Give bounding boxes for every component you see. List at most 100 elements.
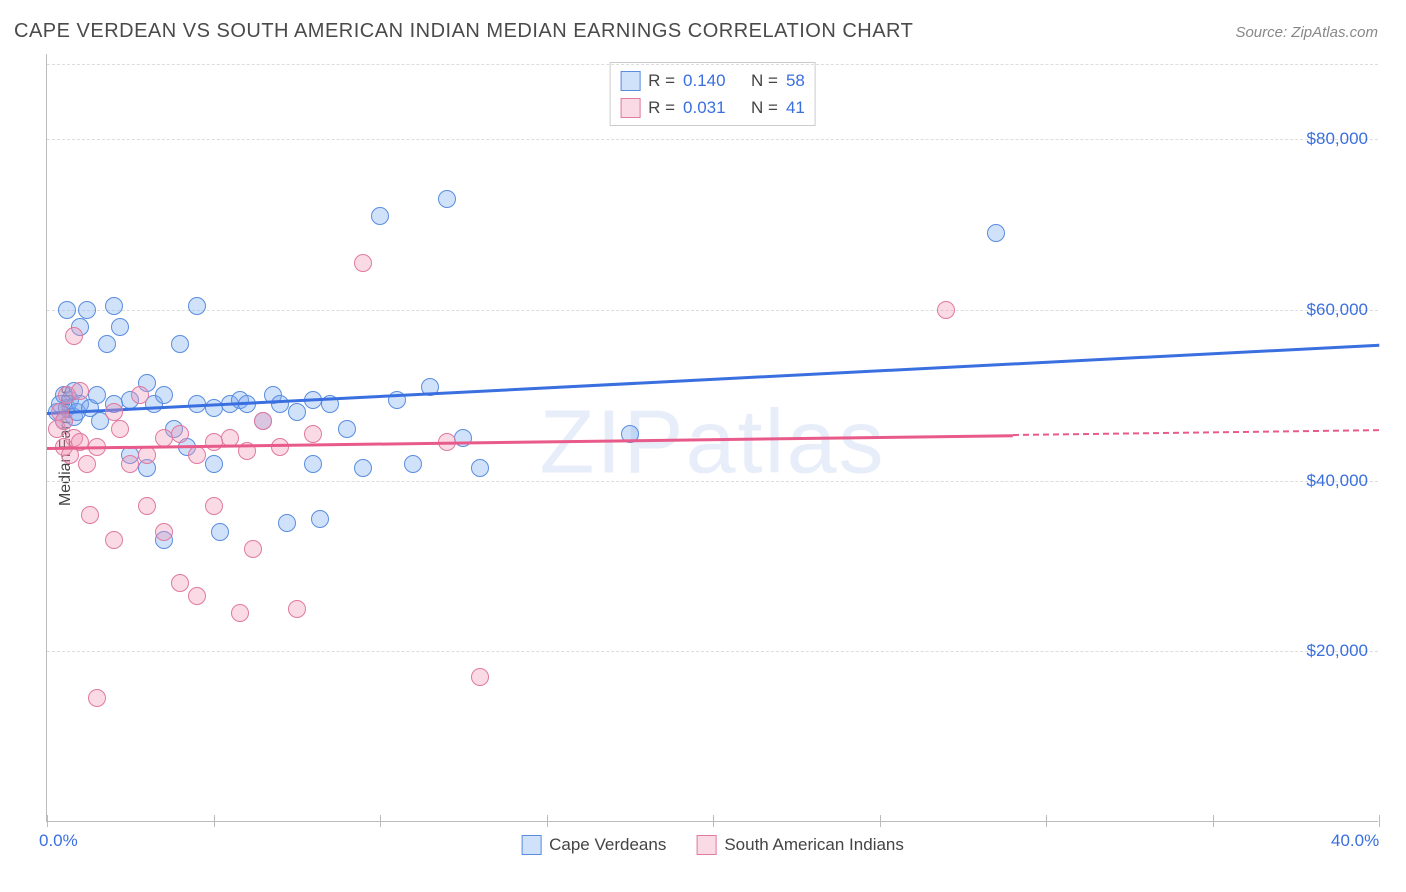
data-point (288, 403, 306, 421)
legend-swatch (620, 71, 640, 91)
data-point (111, 420, 129, 438)
data-point (78, 455, 96, 473)
data-point (205, 455, 223, 473)
x-tick-label: 0.0% (39, 831, 78, 851)
data-point (78, 301, 96, 319)
legend-series-label: Cape Verdeans (549, 835, 666, 855)
legend-row: R = 0.140 N = 58 (620, 67, 805, 94)
x-tick (47, 815, 48, 827)
data-point (105, 297, 123, 315)
data-point (188, 297, 206, 315)
x-tick (380, 815, 381, 827)
data-point (98, 335, 116, 353)
data-point (311, 510, 329, 528)
x-tick (713, 815, 714, 827)
data-point (155, 429, 173, 447)
data-point (105, 531, 123, 549)
data-point (111, 318, 129, 336)
data-point (55, 412, 73, 430)
gridline (47, 64, 1378, 65)
x-tick (1379, 815, 1380, 827)
data-point (471, 459, 489, 477)
plot-area: ZIPatlas R = 0.140 N = 58R = 0.031 N = 4… (46, 54, 1378, 822)
data-point (58, 301, 76, 319)
data-point (471, 668, 489, 686)
data-point (271, 438, 289, 456)
x-tick (547, 815, 548, 827)
data-point (71, 382, 89, 400)
legend-n-value: 41 (786, 94, 805, 121)
x-tick-label: 40.0% (1331, 831, 1379, 851)
legend-r-value: 0.031 (683, 94, 726, 121)
gridline (47, 139, 1378, 140)
data-point (231, 604, 249, 622)
correlation-legend: R = 0.140 N = 58R = 0.031 N = 41 (609, 62, 816, 126)
legend-r-label: R = (648, 67, 675, 94)
data-point (188, 446, 206, 464)
chart-title: CAPE VERDEAN VS SOUTH AMERICAN INDIAN ME… (14, 20, 913, 43)
data-point (121, 455, 139, 473)
data-point (354, 459, 372, 477)
y-tick-label: $40,000 (1307, 471, 1368, 491)
data-point (371, 207, 389, 225)
data-point (188, 587, 206, 605)
legend-n-label: N = (751, 67, 778, 94)
y-tick-label: $80,000 (1307, 129, 1368, 149)
data-point (205, 399, 223, 417)
data-point (937, 301, 955, 319)
x-tick (1213, 815, 1214, 827)
legend-item: Cape Verdeans (521, 835, 666, 855)
data-point (454, 429, 472, 447)
data-point (304, 455, 322, 473)
data-point (171, 574, 189, 592)
data-point (271, 395, 289, 413)
y-tick-label: $60,000 (1307, 300, 1368, 320)
series-legend: Cape Verdeans South American Indians (521, 835, 904, 855)
data-point (155, 523, 173, 541)
data-point (81, 506, 99, 524)
legend-item: South American Indians (696, 835, 904, 855)
data-point (987, 224, 1005, 242)
data-point (205, 433, 223, 451)
data-point (205, 497, 223, 515)
data-point (171, 335, 189, 353)
data-point (354, 254, 372, 272)
gridline (47, 310, 1378, 311)
data-point (244, 540, 262, 558)
watermark: ZIPatlas (539, 391, 885, 494)
gridline (47, 481, 1378, 482)
legend-n-label: N = (751, 94, 778, 121)
y-tick-label: $20,000 (1307, 641, 1368, 661)
legend-swatch (696, 835, 716, 855)
x-tick (880, 815, 881, 827)
legend-series-label: South American Indians (724, 835, 904, 855)
data-point (88, 386, 106, 404)
data-point (278, 514, 296, 532)
trend-line-extrapolated (1013, 429, 1379, 436)
data-point (155, 386, 173, 404)
data-point (304, 425, 322, 443)
chart-container: CAPE VERDEAN VS SOUTH AMERICAN INDIAN ME… (0, 0, 1406, 892)
legend-n-value: 58 (786, 67, 805, 94)
legend-row: R = 0.031 N = 41 (620, 94, 805, 121)
data-point (138, 497, 156, 515)
data-point (254, 412, 272, 430)
data-point (404, 455, 422, 473)
gridline (47, 651, 1378, 652)
data-point (138, 446, 156, 464)
data-point (131, 386, 149, 404)
legend-swatch (620, 98, 640, 118)
data-point (105, 403, 123, 421)
data-point (65, 327, 83, 345)
data-point (171, 425, 189, 443)
data-point (88, 689, 106, 707)
data-point (338, 420, 356, 438)
legend-r-value: 0.140 (683, 67, 726, 94)
data-point (211, 523, 229, 541)
x-tick (214, 815, 215, 827)
data-point (438, 190, 456, 208)
legend-swatch (521, 835, 541, 855)
data-point (288, 600, 306, 618)
source-attribution: Source: ZipAtlas.com (1235, 24, 1378, 41)
legend-r-label: R = (648, 94, 675, 121)
